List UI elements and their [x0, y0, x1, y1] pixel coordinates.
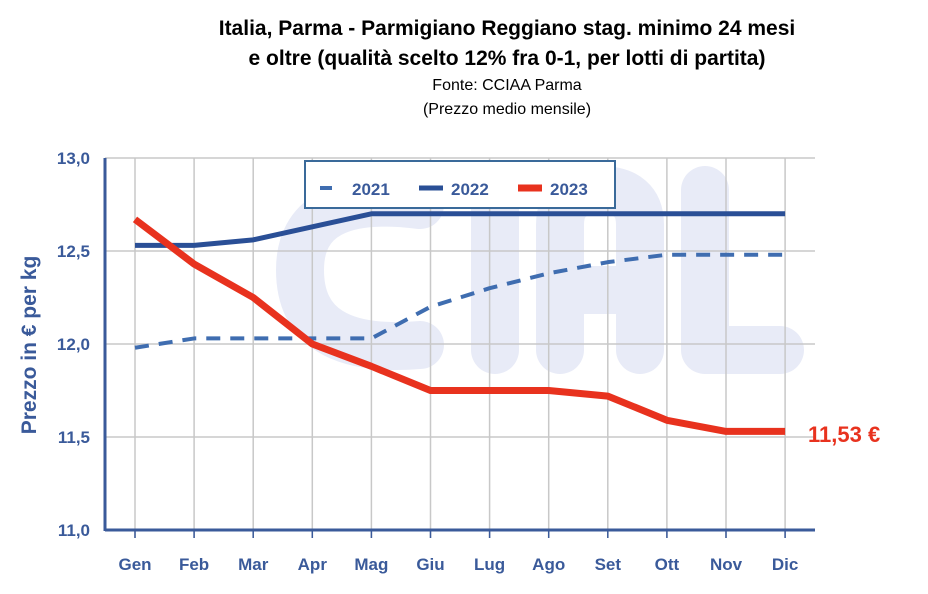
chart-subtitle: (Prezzo medio mensile) — [422, 101, 592, 118]
x-tick-label: Set — [595, 555, 622, 574]
chart-title-line1: Italia, Parma - Parmigiano Reggiano stag… — [218, 17, 796, 40]
x-tick-label: Nov — [710, 555, 743, 574]
y-tick-label: 13,0 — [57, 149, 90, 168]
x-tick-label: Ott — [655, 555, 680, 574]
x-tick-label: Giu — [416, 555, 444, 574]
y-tick-label: 11,0 — [58, 521, 90, 540]
chart-source: Fonte: CCIAA Parma — [432, 77, 582, 94]
last-value-annotation: 11,53 € — [808, 422, 880, 447]
x-tick-label: Dic — [772, 555, 798, 574]
series-line-2023 — [132, 216, 786, 435]
x-tick-label: Mag — [354, 555, 388, 574]
chart-title-line2: e oltre (qualità scelto 12% fra 0-1, per… — [248, 47, 766, 70]
x-tick-label: Gen — [118, 555, 151, 574]
legend-label-2022: 2022 — [451, 180, 489, 199]
y-tick-label: 11,5 — [58, 428, 90, 447]
y-tick-label: 12,5 — [57, 242, 90, 261]
legend-label-2023: 2023 — [550, 180, 588, 199]
series-line-2022 — [135, 211, 786, 248]
x-tick-label: Feb — [179, 555, 209, 574]
y-axis-label: Prezzo in € per kg — [18, 256, 41, 435]
legend-box — [304, 160, 616, 209]
watermark-letter-l — [681, 166, 804, 374]
y-tick-label: 12,0 — [57, 335, 90, 354]
series-line-2021 — [134, 252, 786, 350]
legend-label-2021: 2021 — [352, 180, 390, 199]
x-tick-label: Lug — [474, 555, 505, 574]
x-tick-label: Ago — [532, 555, 565, 574]
x-tick-label: Mar — [238, 555, 269, 574]
x-tick-label: Apr — [298, 555, 328, 574]
